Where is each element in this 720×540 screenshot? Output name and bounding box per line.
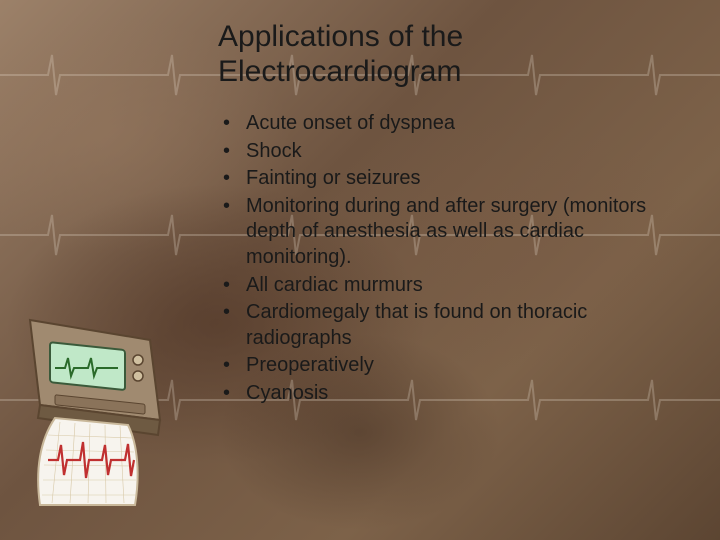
list-item-text: Shock [246, 140, 302, 162]
list-item: Fainting or seizures [218, 166, 688, 192]
list-item-text: Cardiomegaly that is found on thoracic r… [246, 301, 587, 349]
list-item: Acute onset of dyspnea [218, 111, 688, 137]
list-item: Monitoring during and after surgery (mon… [218, 194, 688, 271]
list-item-text: Preoperatively [246, 354, 374, 376]
list-item: All cardiac murmurs [218, 273, 688, 299]
slide-content: Applications of the Electrocardiogram Ac… [218, 20, 688, 409]
list-item-text: Fainting or seizures [246, 167, 421, 189]
list-item: Shock [218, 139, 688, 165]
slide-title: Applications of the Electrocardiogram [218, 20, 688, 89]
list-item: Cyanosis [218, 381, 688, 407]
list-item: Preoperatively [218, 353, 688, 379]
list-item-text: Cyanosis [246, 382, 328, 404]
list-item: Cardiomegaly that is found on thoracic r… [218, 300, 688, 351]
bullet-list: Acute onset of dyspnea Shock Fainting or… [218, 111, 688, 407]
list-item-text: Monitoring during and after surgery (mon… [246, 195, 646, 268]
ecg-machine-icon [10, 310, 170, 510]
list-item-text: All cardiac murmurs [246, 274, 423, 296]
list-item-text: Acute onset of dyspnea [246, 112, 455, 134]
